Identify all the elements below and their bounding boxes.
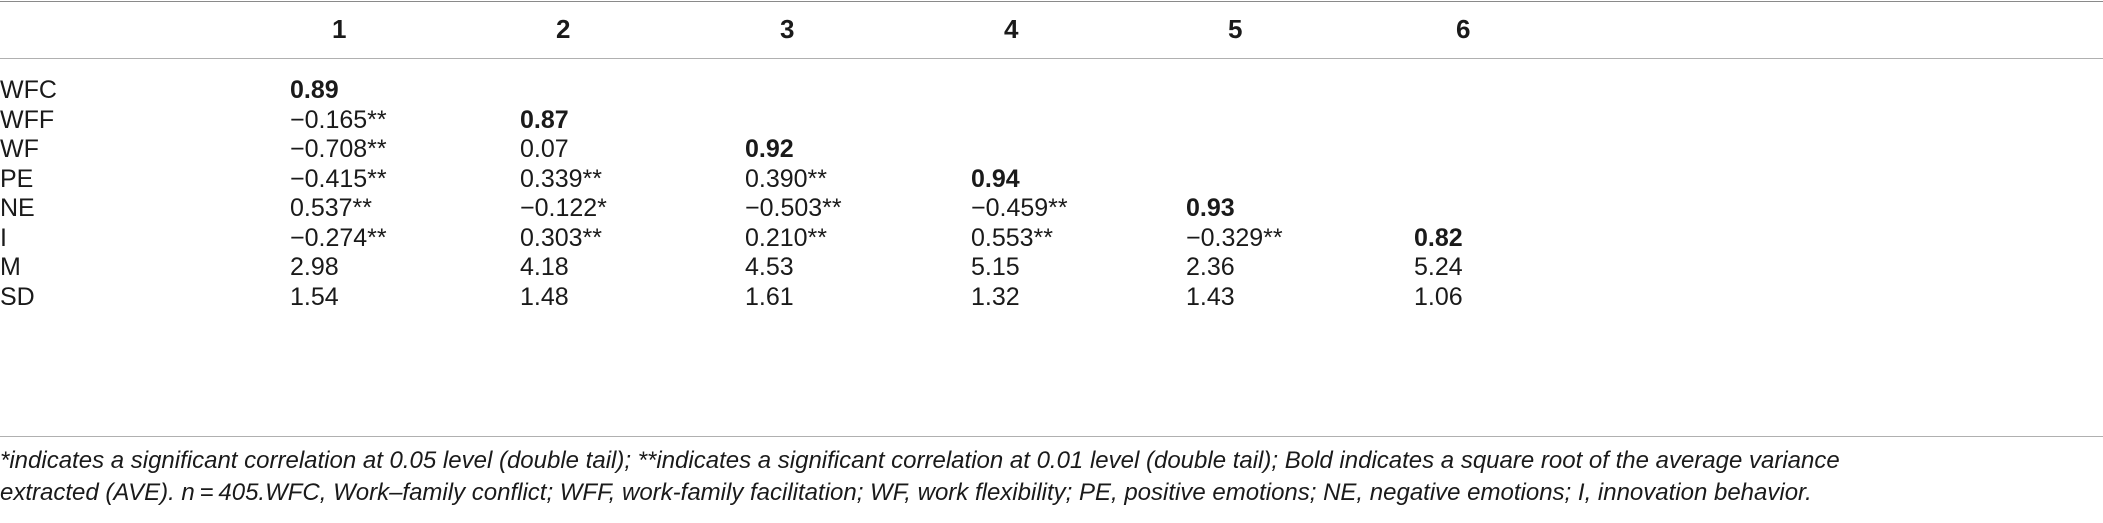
table-cell: 0.210** — [745, 223, 828, 252]
table-cell: −0.122* — [520, 194, 607, 222]
table-footnote: *indicates a significant correlation at … — [0, 445, 2090, 509]
table-row: SD 1.54 1.48 1.61 1.32 1.43 1.06 — [0, 283, 2103, 313]
row-label: M — [0, 253, 21, 281]
table-cell — [1414, 165, 2103, 195]
table-cell: 1.43 — [1186, 282, 1235, 311]
table-cell: −0.459** — [971, 194, 1068, 222]
table-cell — [1414, 194, 2103, 224]
table-cell: 0.82 — [1414, 223, 1463, 252]
table-cell: 0.537** — [290, 194, 373, 222]
table-cell — [738, 106, 962, 136]
table-cell — [962, 106, 1186, 136]
table-cell: 4.53 — [745, 253, 794, 281]
table-cell: 0.07 — [520, 135, 569, 163]
table-bottom-rule — [0, 436, 2103, 437]
table-cell: −0.415** — [290, 164, 387, 193]
table-cell — [1186, 106, 1414, 136]
table-header-rule — [0, 58, 2103, 59]
table-cell — [1186, 165, 1414, 195]
table-cell: −0.708** — [290, 135, 387, 163]
column-header-3: 3 — [780, 14, 795, 44]
column-header-6: 6 — [1456, 14, 1471, 44]
column-header-2: 2 — [556, 14, 571, 44]
table-cell: 2.98 — [290, 253, 339, 281]
row-label: NE — [0, 194, 35, 222]
table-cell: 5.24 — [1414, 253, 1463, 281]
table-cell: 0.390** — [745, 164, 828, 193]
table-cell — [1414, 135, 2103, 165]
table-cell: 4.18 — [520, 253, 569, 281]
table-top-rule — [0, 1, 2103, 2]
row-label: SD — [0, 282, 35, 311]
table-row: WFF −0.165** 0.87 — [0, 106, 2103, 136]
table-cell: 0.87 — [520, 105, 569, 134]
table-cell — [962, 135, 1186, 165]
table-cell: 5.15 — [971, 253, 1020, 281]
table-cell: 1.32 — [971, 282, 1020, 311]
footnote-line-1: *indicates a significant correlation at … — [0, 447, 1840, 474]
table-cell — [962, 59, 1186, 106]
table-cell: 1.54 — [290, 282, 339, 311]
table-cell — [1186, 135, 1414, 165]
table-cell: 0.94 — [971, 164, 1020, 193]
row-label: WFF — [0, 105, 55, 134]
table-row: PE −0.415** 0.339** 0.390** 0.94 — [0, 165, 2103, 195]
table-cell — [514, 59, 738, 106]
row-label: WF — [0, 135, 39, 163]
header-corner — [0, 0, 290, 59]
table-cell: 0.93 — [1186, 194, 1235, 222]
table-row: I −0.274** 0.303** 0.210** 0.553** −0.329** 0.… — [0, 224, 2103, 254]
table-cell — [738, 59, 962, 106]
table-row: M 2.98 4.18 4.53 5.15 2.36 5.24 — [0, 253, 2103, 283]
column-header-5: 5 — [1228, 14, 1243, 44]
column-header-1: 1 — [332, 14, 347, 44]
table-cell: −0.165** — [290, 105, 387, 134]
correlation-table: 1 2 3 4 5 6 WFC 0.89 WFF −0.165** 0.87 WF −0.7… — [0, 0, 2103, 312]
table-cell: 1.61 — [745, 282, 794, 311]
table-cell — [1414, 59, 2103, 106]
row-label: I — [0, 223, 7, 252]
table-cell: −0.503** — [745, 194, 842, 222]
table-cell: 0.553** — [971, 223, 1054, 252]
table-cell — [1414, 106, 2103, 136]
table-cell: 0.303** — [520, 223, 603, 252]
table-cell: 0.92 — [745, 135, 794, 163]
row-label: WFC — [0, 76, 57, 104]
table-row: WFC 0.89 — [0, 59, 2103, 106]
table-cell: 0.339** — [520, 164, 603, 193]
table-row: NE 0.537** −0.122* −0.503** −0.459** 0.93 — [0, 194, 2103, 224]
table-body: WFC 0.89 WFF −0.165** 0.87 WF −0.708** 0.07 0.92… — [0, 59, 2103, 312]
header-row: 1 2 3 4 5 6 — [0, 0, 2103, 59]
table-cell: 2.36 — [1186, 253, 1235, 281]
row-label: PE — [0, 164, 34, 193]
footnote-line-2: extracted (AVE). n = 405.WFC, Work–famil… — [0, 479, 1812, 506]
table-cell: −0.329** — [1186, 223, 1283, 252]
column-header-4: 4 — [1004, 14, 1019, 44]
table-row: WF −0.708** 0.07 0.92 — [0, 135, 2103, 165]
table-cell: 1.06 — [1414, 282, 1463, 311]
table-cell: 1.48 — [520, 282, 569, 311]
table-cell: 0.89 — [290, 76, 339, 104]
table-cell — [1186, 59, 1414, 106]
table-header: 1 2 3 4 5 6 — [0, 0, 2103, 59]
table-cell: −0.274** — [290, 223, 387, 252]
